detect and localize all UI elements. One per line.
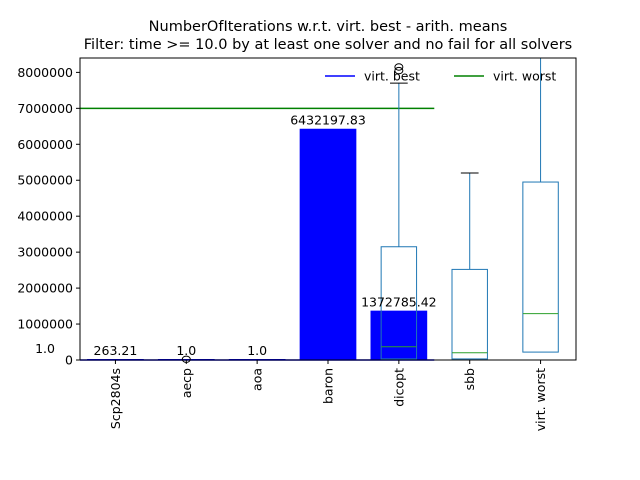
x-tick-label-4: dicopt [391, 368, 406, 407]
box-1 [380, 246, 418, 360]
x-tick-label-1: aecp [179, 368, 194, 398]
y-tick-label-1: 1000000 [17, 317, 73, 332]
bar-labels-layer: 263.21 1.0 1.0 6432197.83 1372785.42 [94, 113, 437, 358]
legend-label-0: virt. best [364, 69, 420, 84]
bar-value-label-3: 6432197.83 [290, 113, 366, 128]
x-axis: Scp2804s aecp aoa baron dicopt sbb virt. worst [108, 360, 548, 431]
y-tick-label-3: 3000000 [17, 245, 73, 260]
box-outlier-1-0 [394, 66, 404, 75]
y-tick-label-6: 6000000 [17, 137, 73, 152]
y-axis: 0 1000000 2000000 3000000 4000000 5000000 6000… [17, 65, 80, 368]
y-tick-label-8: 8000000 [17, 65, 73, 80]
bar-value-label-2: 1.0 [247, 343, 267, 358]
bar-value-label-1: 1.0 [176, 343, 196, 358]
y-tick-label-0: 0 [65, 353, 73, 368]
box-3 [522, 181, 559, 353]
bar-4 [370, 310, 428, 360]
boxplots-layer [168, 57, 559, 363]
y-tick-label-7: 7000000 [17, 101, 73, 116]
bars-layer [87, 128, 428, 360]
x-tick-label-6: virt. worst [533, 368, 548, 431]
chart-title: NumberOfIterations w.r.t. virt. best - a… [149, 19, 508, 35]
y-tick-label-2: 2000000 [17, 281, 73, 296]
box-2 [451, 268, 488, 360]
x-tick-label-5: sbb [462, 368, 477, 390]
y-tick-label-5: 5000000 [17, 173, 73, 188]
bar-value-label-4: 1372785.42 [361, 295, 437, 310]
bar-3 [299, 128, 357, 360]
x-tick-label-0: Scp2804s [108, 368, 123, 429]
x-tick-label-2: aoa [250, 368, 265, 391]
legend: virt. best virt. worst [325, 69, 556, 84]
box-outlier-1-1 [394, 63, 404, 71]
x-tick-label-3: baron [321, 368, 336, 404]
y-tick-label-4: 4000000 [17, 209, 73, 224]
bar-value-label-0: 263.21 [94, 343, 138, 358]
legend-label-1: virt. worst [493, 69, 556, 84]
chart-subtitle: Filter: time >= 10.0 by at least one sol… [84, 37, 572, 53]
y-extra-tick-label: 1.0 [35, 341, 55, 356]
